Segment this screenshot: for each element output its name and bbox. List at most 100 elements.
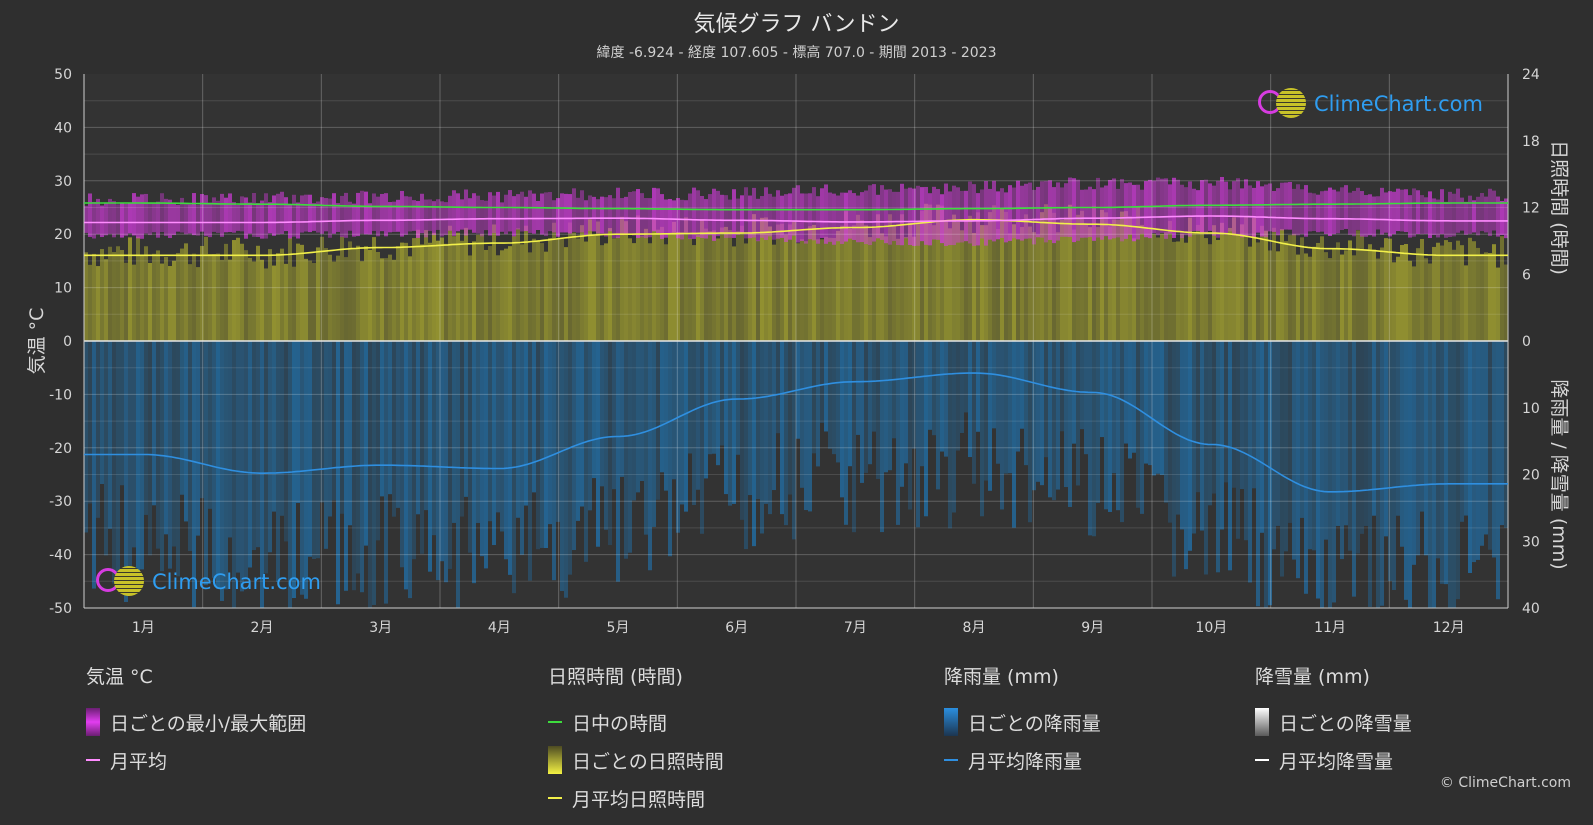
- legend-sunshine: 日照時間 (時間) 日中の時間 日ごとの日照時間 月平均日照時間: [548, 662, 724, 817]
- brand-logo-bottom[interactable]: ClimeChart.com: [96, 566, 321, 598]
- sunshine-daily-bar: [260, 259, 264, 341]
- sunshine-daily-bar: [664, 244, 668, 341]
- sunshine-daily-bar: [1400, 245, 1404, 341]
- temp-range-bar: [596, 199, 600, 234]
- sunshine-daily-bar: [708, 231, 712, 341]
- sunshine-daily-bar: [1296, 254, 1300, 341]
- temp-range-bar: [292, 194, 296, 237]
- rain-daily-bar: [124, 341, 128, 602]
- temp-range-bar: [520, 191, 524, 232]
- sunshine-daily-bar: [1412, 266, 1416, 341]
- temp-range-bar: [376, 196, 380, 237]
- sunshine-daily-bar: [376, 251, 380, 341]
- rain-daily-bar: [780, 341, 784, 515]
- sunshine-daily-bar: [328, 254, 332, 341]
- sunshine-daily-bar: [480, 234, 484, 341]
- temp-range-bar: [1428, 191, 1432, 239]
- sunshine-daily-bar: [192, 253, 196, 341]
- rain-daily-bar: [1160, 341, 1164, 475]
- sunshine-daily-bar: [692, 245, 696, 341]
- rain-daily-bar: [556, 341, 560, 522]
- legend-item: 月平均降雨量: [944, 741, 1101, 779]
- sunshine-daily-bar: [808, 226, 812, 341]
- temp-range-bar: [1048, 180, 1052, 240]
- sunshine-daily-bar: [1380, 247, 1384, 341]
- sunshine-daily-bar: [128, 237, 132, 341]
- rain-daily-bar: [1360, 341, 1364, 534]
- rain-daily-bar: [868, 341, 872, 465]
- sunshine-daily-bar: [716, 238, 720, 341]
- line-swatch-icon: [548, 721, 562, 723]
- sunshine-daily-bar: [752, 214, 756, 341]
- temp-range-bar: [260, 200, 264, 239]
- temp-range-bar: [84, 205, 88, 233]
- sunshine-daily-bar: [1348, 240, 1352, 341]
- rain-daily-bar: [908, 341, 912, 510]
- sunshine-daily-bar: [108, 246, 112, 341]
- rain-daily-bar: [172, 341, 176, 547]
- sunshine-daily-bar: [292, 266, 296, 341]
- temp-range-bar: [940, 194, 944, 244]
- rain-daily-bar: [312, 341, 316, 560]
- temp-range-bar: [908, 187, 912, 246]
- x-tick-label: 9月: [1081, 620, 1104, 636]
- rain-daily-bar: [1400, 341, 1404, 547]
- sunshine-daily-bar: [1312, 246, 1316, 341]
- rain-daily-bar: [488, 341, 492, 522]
- sunshine-daily-bar: [112, 252, 116, 341]
- legend-item: 日ごとの降雪量: [1255, 703, 1412, 741]
- rain-daily-bar: [508, 341, 512, 575]
- rain-daily-bar: [1024, 341, 1028, 466]
- sunshine-daily-bar: [1020, 226, 1024, 341]
- rain-daily-bar: [1056, 341, 1060, 490]
- temp-range-bar: [1464, 201, 1468, 235]
- rain-daily-bar: [108, 341, 112, 529]
- rain-daily-bar: [232, 341, 236, 608]
- temp-range-bar: [1476, 196, 1480, 236]
- sunshine-daily-bar: [92, 253, 96, 341]
- rain-daily-bar: [1200, 341, 1204, 531]
- temp-range-bar: [200, 194, 204, 232]
- rain-daily-bar: [340, 341, 344, 514]
- sunshine-daily-bar: [892, 225, 896, 341]
- temp-range-bar: [860, 192, 864, 243]
- temp-range-bar: [724, 195, 728, 238]
- sunshine-daily-bar: [1240, 224, 1244, 341]
- rain-daily-bar: [92, 341, 96, 589]
- temp-range-bar: [1344, 185, 1348, 229]
- rain-daily-bar: [1392, 341, 1396, 590]
- rain-daily-bar: [1484, 341, 1488, 535]
- brand-logo-top[interactable]: ClimeChart.com: [1258, 88, 1483, 120]
- rain-daily-bar: [1464, 341, 1468, 516]
- temp-range-bar: [368, 203, 372, 235]
- rain-daily-bar: [696, 341, 700, 490]
- sunshine-daily-bar: [552, 222, 556, 341]
- sunshine-daily-bar: [1372, 249, 1376, 341]
- temp-range-bar: [140, 194, 144, 239]
- rain-daily-bar: [200, 341, 204, 499]
- rain-daily-bar: [84, 341, 88, 533]
- temp-range-bar: [1304, 185, 1308, 237]
- rain-daily-bar: [716, 341, 720, 466]
- sunshine-daily-bar: [932, 225, 936, 341]
- temp-range-bar: [980, 189, 984, 239]
- temp-range-bar: [296, 202, 300, 239]
- temp-range-bar: [120, 202, 124, 238]
- temp-range-bar: [1484, 196, 1488, 233]
- sunshine-daily-bar: [1116, 219, 1120, 341]
- sunshine-daily-bar: [760, 217, 764, 341]
- temp-range-bar: [192, 193, 196, 236]
- sunshine-daily-bar: [1364, 249, 1368, 341]
- rain-daily-bar: [724, 341, 728, 495]
- temp-range-bar: [1120, 178, 1124, 242]
- rain-daily-bar: [1000, 341, 1004, 510]
- rain-daily-bar: [1396, 341, 1400, 516]
- rain-daily-bar: [912, 341, 916, 449]
- temp-range-bar: [1140, 189, 1144, 234]
- sunshine-daily-bar: [356, 245, 360, 341]
- rain-daily-bar: [548, 341, 552, 525]
- temp-range-bar: [1268, 183, 1272, 232]
- sunshine-daily-bar: [772, 244, 776, 341]
- temp-range-bar: [1080, 189, 1084, 238]
- rain-daily-bar: [680, 341, 684, 505]
